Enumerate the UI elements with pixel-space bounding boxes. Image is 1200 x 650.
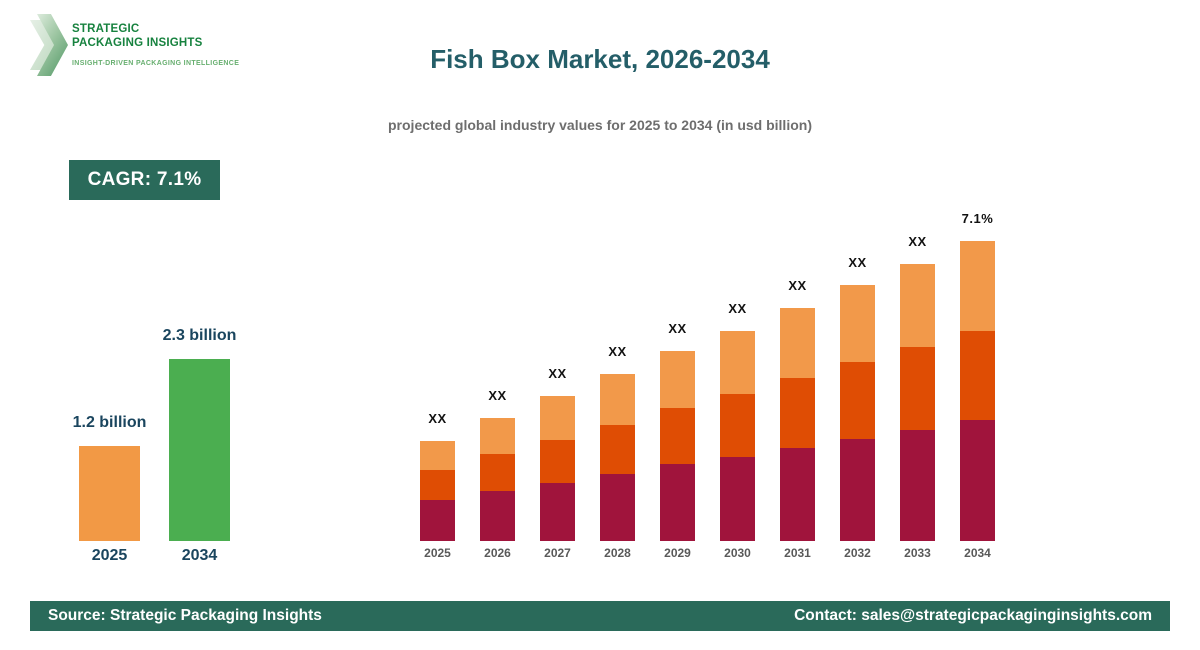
stacked-bar-segment-2026-top-segment [480,418,515,454]
stacked-bar-year-label: 2027 [544,546,571,560]
stacked-bar-top-label: XX [788,277,807,293]
mini-bar-2034 [169,359,230,541]
stacked-bar-segment-2029-middle-segment [660,407,695,464]
stacked-bar-segment-2034-top-segment [960,241,995,331]
stacked-bar-segment-2033-top-segment [900,264,935,347]
logo-chevron-icon [30,14,68,76]
stacked-bar-segment-2032-top-segment [840,285,875,362]
stacked-bar-segment-2034-middle-segment [960,331,995,421]
stacked-bar-top-label: XX [848,255,867,271]
stacked-bar-segment-2030-bottom-segment [720,457,755,541]
stacked-bar-segment-2025-top-segment [420,441,455,470]
stacked-bar-top-label: XX [908,234,927,250]
stacked-bar-segment-2029-bottom-segment [660,463,695,541]
logo-name-line1: STRATEGIC [72,23,140,35]
stacked-bar-year-label: 2026 [484,546,511,560]
stacked-bar-segment-2028-bottom-segment [600,474,635,541]
stacked-bar-segment-2032-bottom-segment [840,439,875,541]
stacked-bar-segment-2031-middle-segment [780,378,815,448]
stacked-bar-year-label: 2025 [424,546,451,560]
logo-name: STRATEGIC PACKAGING INSIGHTS INSIGHT-DRI… [72,23,272,67]
stacked-bar-segment-2027-bottom-segment [540,483,575,541]
stacked-bar-segment-2031-bottom-segment [780,448,815,541]
stacked-bar-top-label: XX [488,388,507,403]
stacked-bar-top-label: 7.1% [961,211,994,226]
stacked-bar-segment-2031-top-segment [780,307,815,379]
stacked-bar-year-label: 2034 [964,546,991,560]
stacked-bar-segment-2030-top-segment [720,331,755,394]
stacked-bar-segment-2026-bottom-segment [480,490,515,541]
stacked-bar-chart: XX 2025 XX 2026 XX 2027 XX 2028 XX 2029 XX 2030 XX 20… [400,190,1020,580]
stacked-bar-segment-2034-bottom-segment [960,420,995,541]
page-subtitle: projected global industry values for 202… [388,117,812,133]
stacked-bar-segment-2025-middle-segment [420,469,455,500]
footer-bar: Source: Strategic Packaging Insights Con… [30,601,1170,631]
summary-bar-chart: 1.2 billion 2025 2.3 billion 2034 [40,300,260,585]
stacked-bar-year-label: 2030 [724,546,751,560]
mini-bar-value-label: 1.2 billion [72,414,147,431]
stacked-bar-year-label: 2028 [604,546,631,560]
stacked-bar-segment-2032-middle-segment [840,361,875,439]
mini-bar-2025 [79,446,140,541]
stacked-bar-year-label: 2032 [844,546,871,560]
mini-bar-year-label: 2025 [91,547,128,564]
stacked-bar-segment-2027-top-segment [540,396,575,441]
stacked-bar-segment-2028-middle-segment [600,425,635,475]
stacked-bar-segment-2027-middle-segment [540,440,575,484]
mini-bar-year-label: 2034 [181,547,218,564]
stacked-bar-top-label: XX [608,343,627,359]
mini-bar-value-label: 2.3 billion [162,327,237,344]
stacked-bar-segment-2025-bottom-segment [420,499,455,541]
stacked-bar-year-label: 2031 [784,546,811,560]
stacked-bar-segment-2033-middle-segment [900,346,935,430]
logo: STRATEGIC PACKAGING INSIGHTS INSIGHT-DRI… [30,14,270,84]
stacked-bar-segment-2029-top-segment [660,351,695,408]
footer-source: Source: Strategic Packaging Insights [48,607,322,624]
cagr-badge: CAGR: 7.1% [69,160,220,200]
page-title: Fish Box Market, 2026-2034 [430,44,770,74]
logo-name-line2: PACKAGING INSIGHTS [72,36,203,49]
footer-contact: Contact: sales@strategicpackaginginsight… [794,607,1152,624]
stacked-bar-year-label: 2029 [664,546,691,560]
stacked-bar-segment-2033-bottom-segment [900,430,935,541]
logo-tagline: INSIGHT-DRIVEN PACKAGING INTELLIGENCE [72,60,240,67]
stacked-bar-segment-2026-middle-segment [480,454,515,491]
stacked-bar-top-label: XX [668,321,687,337]
stacked-bar-segment-2030-middle-segment [720,394,755,457]
stacked-bar-year-label: 2033 [904,546,931,560]
stacked-bar-segment-2028-top-segment [600,373,635,426]
stacked-bar-top-label: XX [428,411,447,427]
stacked-bar-top-label: XX [548,366,567,382]
stacked-bar-top-label: XX [728,301,747,316]
